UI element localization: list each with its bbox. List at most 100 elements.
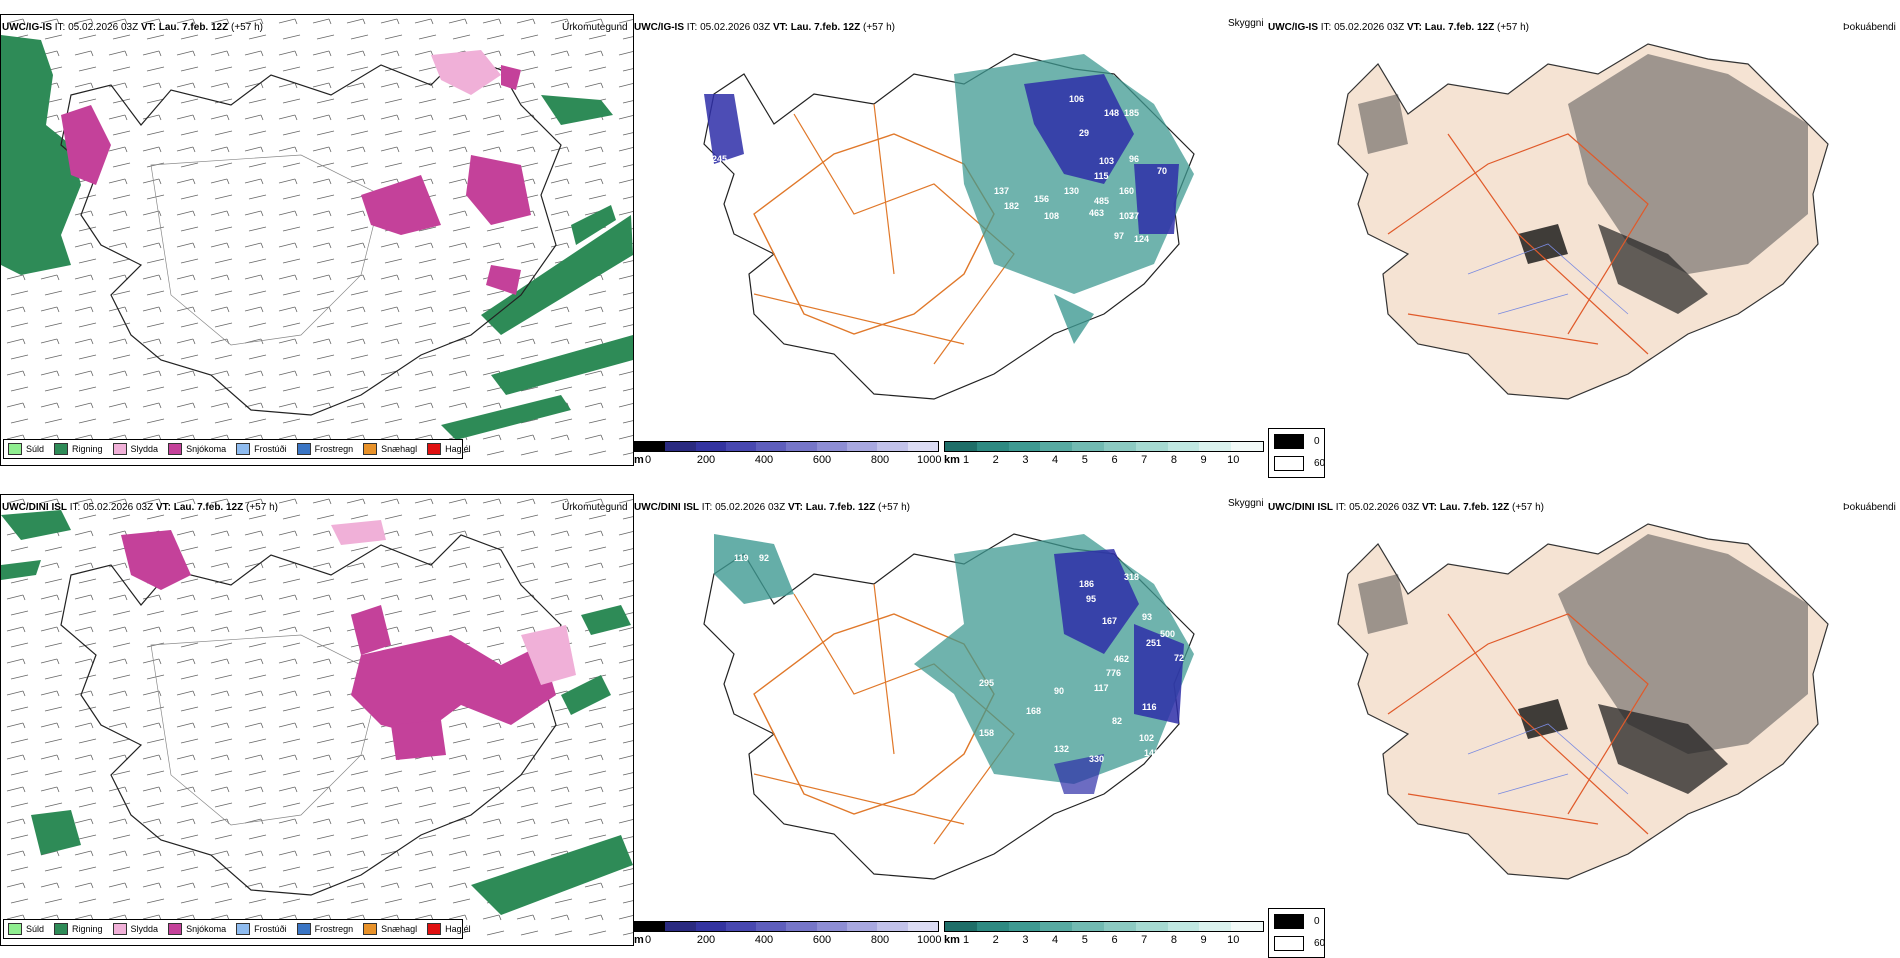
- vis-label: 96: [1129, 154, 1139, 164]
- vis-label: 500: [1160, 629, 1175, 639]
- vis-label: 158: [979, 728, 994, 738]
- fog-map: [1337, 523, 1829, 880]
- row-1: Súld Rigning Slydda Snjókoma Frostúði Fr…: [0, 0, 1900, 478]
- legend-item-sleet: Slydda: [112, 923, 158, 935]
- precip-header: UWC/DINI ISL IT: 05.02.2026 03Z VT: Lau.…: [2, 502, 278, 513]
- vis-label: 167: [1102, 616, 1117, 626]
- rivers: [1467, 243, 1629, 315]
- fog-header: UWC/DINI ISL IT: 05.02.2026 03Z VT: Lau.…: [1268, 502, 1544, 513]
- vis-label: 529: [1161, 532, 1176, 542]
- precip-header: UWC/IG-IS IT: 05.02.2026 03Z VT: Lau. 7.…: [2, 22, 263, 33]
- fog-shading: [1558, 534, 1808, 754]
- fog-map: [1337, 43, 1829, 400]
- vis-label: 108: [1044, 211, 1059, 221]
- vis-label: 251: [1146, 638, 1161, 648]
- vis-label: 93: [1142, 612, 1152, 622]
- legend-item-snow-grains: Snæhagl: [363, 923, 417, 935]
- precip-type-panel: Súld Rigning Slydda Snjókoma Frostúði Fr…: [0, 494, 634, 946]
- roads: [1387, 613, 1649, 835]
- roads: [753, 613, 995, 815]
- legend-item-sleet: Slydda: [112, 443, 158, 455]
- vis-label: 124: [1134, 234, 1149, 244]
- vis-label: 92: [759, 553, 769, 563]
- vis-label: 485: [1094, 196, 1109, 206]
- precip-legend: Súld Rigning Slydda Snjókoma Frostúði Fr…: [3, 439, 471, 459]
- legend-item-freezing-rain: Frostregn: [296, 443, 353, 455]
- legend-item-rain: Rigning: [54, 923, 103, 935]
- precip-title: Úrkomutegund: [562, 502, 628, 513]
- vis-label: 168: [1026, 706, 1041, 716]
- fog-shading: [1568, 54, 1808, 274]
- iceland-outline: [703, 53, 1195, 400]
- legend-item-hail: Haglél: [427, 443, 471, 455]
- vis-label: 97: [1114, 231, 1124, 241]
- vis-label: 115: [1094, 171, 1109, 181]
- vis-label: 186: [1079, 579, 1094, 589]
- colorbar-kilometers: km 1 2 3 4 5 6 7 8 9 10: [944, 441, 1264, 475]
- visibility-panel: 119 92 186 95 318 167 93 500 251 462 776…: [634, 494, 1264, 946]
- precip-type-panel: Súld Rigning Slydda Snjókoma Frostúði Fr…: [0, 14, 634, 466]
- vis-label: 182: [1004, 201, 1019, 211]
- vis-label: 103: [1099, 156, 1114, 166]
- precip-title: Úrkomutegund: [562, 22, 628, 33]
- vis-label: 29: [1079, 128, 1089, 138]
- rivers: [1467, 723, 1629, 795]
- visibility-labels: 106 148 185 29 103 96 70 115 137 182 130…: [712, 94, 1167, 254]
- roads: [753, 133, 995, 335]
- vis-label: 102: [1139, 733, 1154, 743]
- fog-title: Þokuábendi: [1843, 502, 1896, 513]
- visibility-header: UWC/IG-IS IT: 05.02.2026 03Z VT: Lau. 7.…: [634, 22, 895, 33]
- vis-label: 463: [1089, 208, 1104, 218]
- precip-map: [1, 495, 633, 945]
- vis-label: 106: [1069, 94, 1084, 104]
- precip-legend: Súld Rigning Slydda Snjókoma Frostúði Fr…: [3, 919, 471, 939]
- row-2: Súld Rigning Slydda Snjókoma Frostúði Fr…: [0, 480, 1900, 958]
- fog-panel: 0 60: [1268, 494, 1898, 958]
- vis-label: 156: [1034, 194, 1049, 204]
- snow-area: [121, 530, 191, 590]
- colorbar-meters: m 0 200 400 600 800 1000: [634, 921, 944, 955]
- fog-panel: 0 60: [1268, 14, 1898, 478]
- vis-label: 160: [1119, 186, 1134, 196]
- vis-label: 148: [1144, 748, 1159, 758]
- vis-label: 82: [1112, 716, 1122, 726]
- vis-label: 776: [1106, 668, 1121, 678]
- vis-label: 70: [1157, 166, 1167, 176]
- rain-area: [1, 35, 81, 275]
- vis-label: 119: [734, 553, 749, 563]
- vis-label: 245: [712, 154, 727, 164]
- legend-item-hail: Haglél: [427, 923, 471, 935]
- vis-label: 318: [1124, 572, 1139, 582]
- visibility-labels: 119 92 186 95 318 167 93 500 251 462 776…: [734, 532, 1184, 764]
- roads: [1387, 133, 1649, 355]
- vis-label: 90: [1054, 686, 1064, 696]
- legend-item-freezing-drizzle: Frostúði: [236, 923, 287, 935]
- low-cloud-blue: [1024, 74, 1134, 184]
- vis-label: 137: [994, 186, 1009, 196]
- visibility-title: Skyggni: [1228, 18, 1264, 29]
- legend-item-snow: Snjókoma: [168, 923, 226, 935]
- legend-item-drizzle: Súld: [8, 923, 44, 935]
- vis-label: 462: [1114, 654, 1129, 664]
- legend-item-snow: Snjókoma: [168, 443, 226, 455]
- legend-item-drizzle: Súld: [8, 443, 44, 455]
- fog-title: Þokuábendi: [1843, 22, 1896, 33]
- precip-map: [1, 15, 633, 465]
- vis-label: 330: [1089, 754, 1104, 764]
- vis-label: 148: [1104, 108, 1119, 118]
- vis-label: 37: [1129, 211, 1139, 221]
- legend-item-rain: Rigning: [54, 443, 103, 455]
- vis-label: 117: [1094, 683, 1109, 693]
- legend-item-freezing-drizzle: Frostúði: [236, 443, 287, 455]
- vis-label: 116: [1142, 702, 1157, 712]
- visibility-header: UWC/DINI ISL IT: 05.02.2026 03Z VT: Lau.…: [634, 502, 910, 513]
- rain-area: [1, 510, 71, 540]
- vis-label: 103: [949, 736, 964, 746]
- vis-label: 130: [1064, 186, 1079, 196]
- visibility-map: 119 92 186 95 318 167 93 500 251 462 776…: [703, 532, 1195, 880]
- iceland-outline: [60, 534, 562, 896]
- vis-label: 99: [950, 244, 960, 254]
- colorbar-meters: m 0 200 400 600 800 1000: [634, 441, 944, 475]
- vis-label: 185: [1124, 108, 1139, 118]
- vis-label: 132: [1054, 744, 1069, 754]
